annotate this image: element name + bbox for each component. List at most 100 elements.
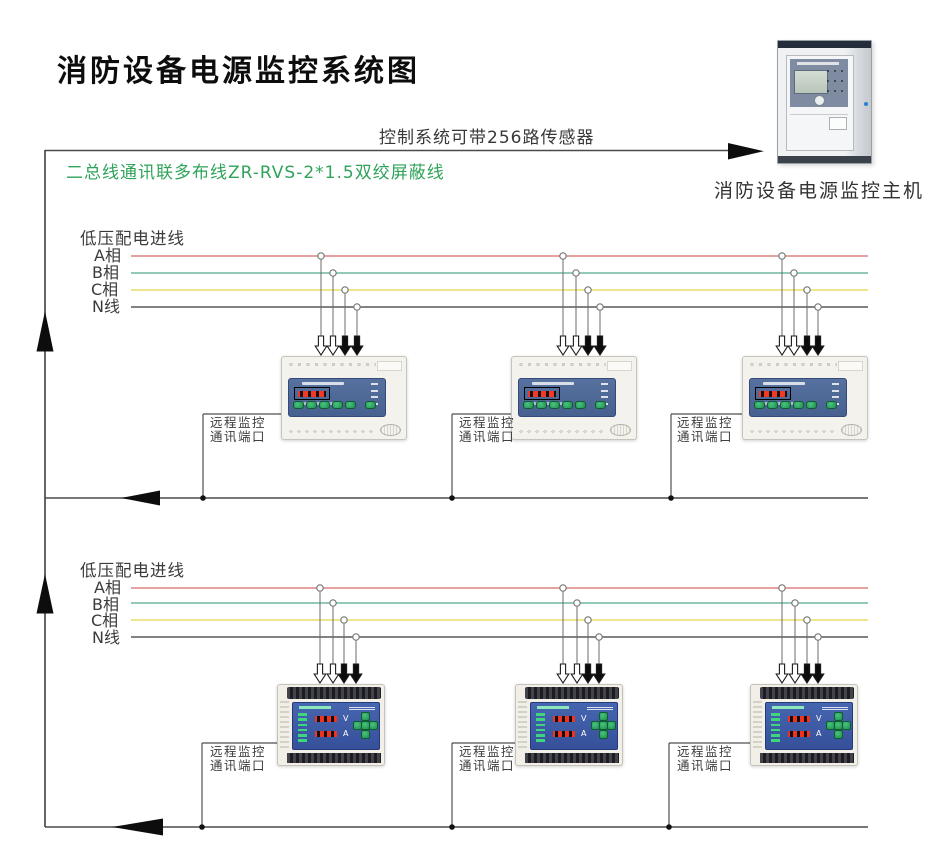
junction-dot-icon — [668, 495, 674, 501]
hollow-down-arrow-icon — [787, 335, 801, 357]
cabinet-top-band — [778, 41, 871, 48]
current-display — [551, 729, 577, 739]
tap-node-icon — [559, 252, 567, 260]
solid-down-arrow-icon — [581, 663, 595, 685]
seven-segment-display — [294, 387, 330, 400]
tap-node-icon — [352, 633, 360, 641]
amp-label: A — [343, 729, 349, 738]
comm-port-label: 远程监控 通讯端口 — [459, 744, 516, 773]
tap-node-icon — [341, 286, 349, 294]
junction-dot-icon — [199, 824, 205, 830]
door-crease — [790, 114, 848, 115]
neutral-label: N线 — [92, 297, 120, 316]
hollow-down-arrow-icon — [326, 663, 340, 685]
incoming-feed-label: 低压配电进线 — [80, 561, 185, 580]
navigation-keys — [591, 712, 616, 740]
voltage-display — [313, 714, 339, 724]
device-front-panel — [749, 378, 847, 417]
hollow-down-arrow-icon — [556, 663, 570, 685]
sensor-capacity-note: 控制系统可带256路传感器 — [379, 128, 595, 148]
hollow-down-arrow-icon — [570, 663, 584, 685]
seven-segment-display — [755, 387, 791, 400]
hollow-down-arrow-icon — [326, 335, 340, 357]
terminal-block-icon — [760, 687, 854, 699]
amp-label: A — [816, 729, 822, 738]
monitor-host-device — [777, 40, 872, 164]
solid-down-arrow-icon — [811, 663, 825, 685]
panel-title-text — [299, 706, 331, 709]
incoming-feed-label: 低压配电进线 — [80, 229, 185, 248]
door-pocket — [829, 117, 847, 130]
host-keypad — [825, 68, 845, 100]
hollow-down-arrow-icon — [788, 663, 802, 685]
amp-label: A — [581, 729, 587, 738]
status-indicators — [536, 713, 545, 745]
speaker-grille-icon — [841, 424, 862, 436]
terminal-row-icon — [748, 427, 837, 436]
device-front-panel: V A — [530, 702, 618, 750]
diagram-title: 消防设备电源监控系统图 — [57, 54, 420, 89]
comm-port-label: 远程监控 通讯端口 — [677, 744, 734, 773]
housing-ridges — [518, 700, 527, 748]
phase-a-label: A相 — [94, 246, 121, 265]
power-led — [864, 102, 868, 106]
cabinet-bottom-band — [778, 156, 871, 163]
panel-title-text — [772, 706, 804, 709]
tap-node-icon — [329, 269, 337, 277]
host-round-button — [814, 95, 825, 106]
panel-sub-labels — [524, 402, 570, 405]
junction-dot-icon — [449, 495, 455, 501]
left-arrow-icon — [121, 490, 160, 506]
terminal-block-icon — [525, 753, 619, 763]
panel-buttons — [523, 394, 608, 413]
housing-ridges — [753, 700, 762, 748]
comm-port-label: 远程监控 通讯端口 — [459, 415, 516, 444]
hollow-down-arrow-icon — [556, 335, 570, 357]
host-display-area — [790, 59, 848, 107]
device-front-panel: V A — [765, 702, 853, 750]
panel-title-text — [302, 382, 344, 385]
device-front-panel — [288, 378, 386, 417]
tap-node-icon — [329, 599, 337, 607]
panel-sub-labels — [294, 402, 340, 405]
panel-side-text — [349, 706, 375, 710]
comm-port-label: 远程监控 通讯端口 — [210, 415, 267, 444]
terminal-row-icon — [517, 360, 606, 369]
tap-node-icon — [572, 269, 580, 277]
right-arrow-icon — [728, 143, 764, 160]
solid-down-arrow-icon — [337, 663, 351, 685]
comm-port-label: 远程监控 通讯端口 — [677, 415, 734, 444]
solid-down-arrow-icon — [349, 663, 363, 685]
device-front-panel — [518, 378, 616, 417]
neutral-label: N线 — [92, 628, 120, 647]
panel-title-text — [532, 382, 574, 385]
panel-side-text — [587, 706, 613, 710]
panel-side-text — [822, 706, 848, 710]
up-arrow-icon — [36, 574, 54, 614]
label-plate — [377, 361, 402, 371]
panel-title-text — [763, 382, 805, 385]
status-indicators — [298, 713, 307, 745]
panel-sub-labels — [755, 402, 801, 405]
monitor-host-label: 消防设备电源监控主机 — [714, 180, 925, 202]
junction-dot-icon — [200, 495, 206, 501]
comm-port-label: 远程监控 通讯端口 — [210, 744, 267, 773]
left-arrow-icon — [112, 818, 163, 836]
label-plate — [607, 361, 632, 371]
phase-c-label: C相 — [91, 280, 119, 299]
terminal-row-icon — [517, 427, 606, 436]
tap-node-icon — [814, 303, 822, 311]
tap-node-icon — [584, 616, 592, 624]
power-meter-module: V A — [750, 684, 858, 766]
terminal-row-icon — [748, 360, 837, 369]
tap-node-icon — [559, 584, 567, 592]
terminal-block-icon — [525, 687, 619, 699]
solid-down-arrow-icon — [592, 663, 606, 685]
label-plate — [838, 361, 863, 371]
tap-node-icon — [595, 633, 603, 641]
voltage-display — [786, 714, 812, 724]
tap-node-icon — [790, 269, 798, 277]
hollow-down-arrow-icon — [775, 663, 789, 685]
terminal-block-icon — [287, 687, 381, 699]
